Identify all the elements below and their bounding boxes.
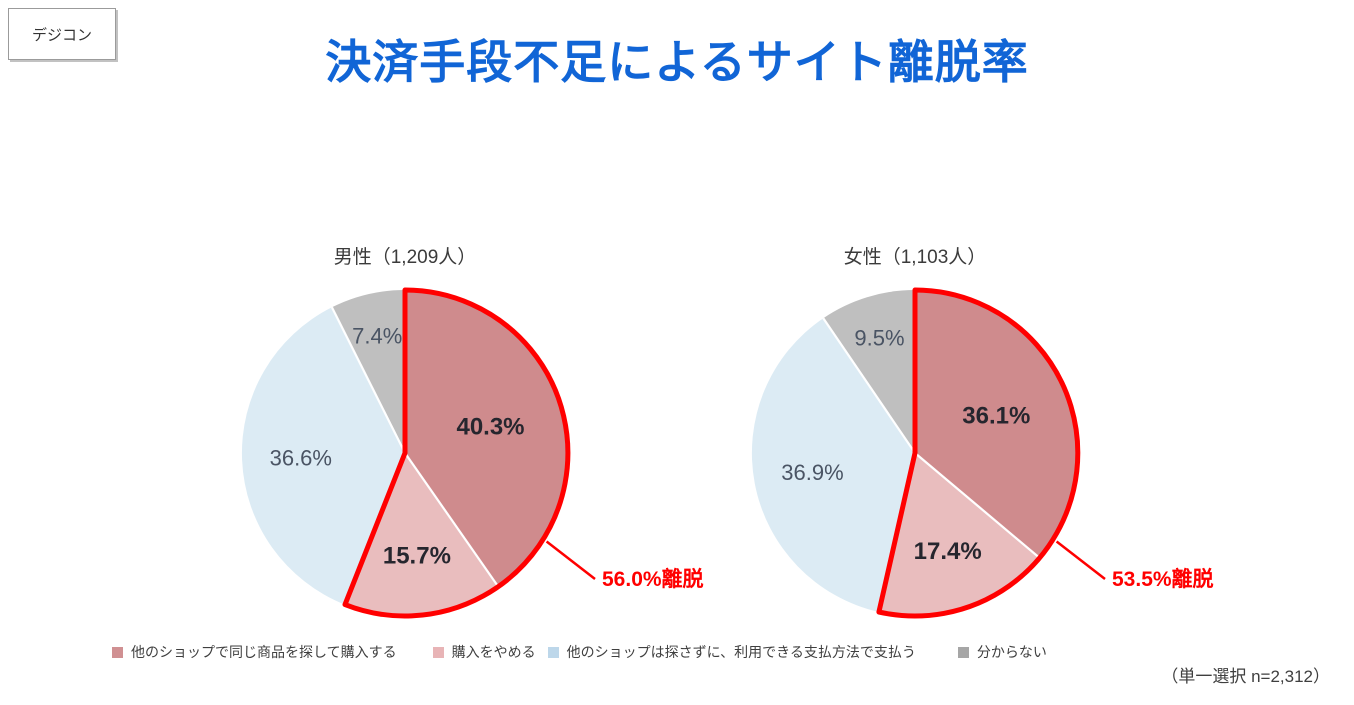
- pie-slice: [405, 290, 569, 587]
- pie-slice: [345, 453, 499, 617]
- legend-label: 購入をやめる: [451, 644, 536, 660]
- pie-slice: [241, 307, 405, 605]
- page-title: 決済手段不足によるサイト離脱率: [325, 36, 1029, 88]
- annotation-leader-line: [545, 540, 596, 580]
- legend-swatch: [112, 646, 123, 658]
- chart-legend: 他のショップで同じ商品を探して購入する 購入をやめる 他のショップは探さずに、利用で…: [112, 642, 1047, 662]
- slice-label: 36.6%: [270, 445, 332, 470]
- pie-slice: [878, 453, 1040, 617]
- pie-slice: [915, 290, 1079, 558]
- survey-note: （単一選択 n=2,312）: [1161, 667, 1330, 686]
- pie-title: 女性（1,103人）: [844, 246, 987, 268]
- slice-separator: [914, 452, 1041, 559]
- pie-chart-male: 40.3% 15.7% 36.6% 7.4% 男性（1,209人） 56.0%離脱: [200, 238, 770, 638]
- pie-chart-female: 36.1% 17.4% 36.9% 9.5% 女性（1,103人） 53.5%離脱: [710, 238, 1280, 638]
- slice-label: 17.4%: [914, 538, 982, 565]
- slice-label: 9.5%: [854, 325, 904, 350]
- annotation-label: 56.0%離脱: [602, 567, 704, 591]
- brand-badge: デジコン: [8, 8, 116, 60]
- slice-separator: [404, 452, 500, 588]
- legend-swatch: [432, 646, 444, 658]
- pie-title: 男性（1,209人）: [334, 246, 477, 268]
- pie-svg: 36.1% 17.4% 36.9% 9.5% 女性（1,103人） 53.5%離脱: [751, 246, 1214, 619]
- legend-item: 他のショップで同じ商品を探して購入する: [112, 642, 397, 662]
- legend-item: 他のショップは探さずに、利用できる支払方法で支払う: [547, 642, 916, 662]
- slice-separator: [330, 306, 406, 454]
- legend-item: 購入をやめる: [432, 642, 536, 662]
- annotation-leader-line: [1055, 540, 1106, 580]
- slice-label: 40.3%: [456, 414, 524, 441]
- legend-label: 他のショップで同じ商品を探して購入する: [131, 644, 397, 660]
- legend-label: 分からない: [976, 644, 1047, 660]
- slice-label: 36.9%: [781, 460, 843, 485]
- pie-slice: [331, 290, 405, 453]
- slice-label: 36.1%: [962, 403, 1030, 430]
- legend-swatch: [547, 646, 559, 658]
- pie-svg: 40.3% 15.7% 36.6% 7.4% 男性（1,209人） 56.0%離脱: [241, 246, 704, 619]
- slice-label: 7.4%: [352, 323, 402, 348]
- pie-slice: [751, 318, 915, 612]
- legend-item: 分からない: [957, 642, 1047, 662]
- highlight-outline: [876, 287, 1081, 619]
- brand-badge-label: デジコン: [31, 26, 92, 44]
- slice-separator: [822, 317, 916, 454]
- legend-swatch: [957, 646, 969, 658]
- legend-label: 他のショップは探さずに、利用できる支払方法で支払う: [566, 644, 916, 660]
- pie-slice: [823, 290, 915, 453]
- highlight-outline: [342, 287, 571, 619]
- annotation-label: 53.5%離脱: [1112, 567, 1214, 591]
- slice-label: 15.7%: [383, 542, 451, 569]
